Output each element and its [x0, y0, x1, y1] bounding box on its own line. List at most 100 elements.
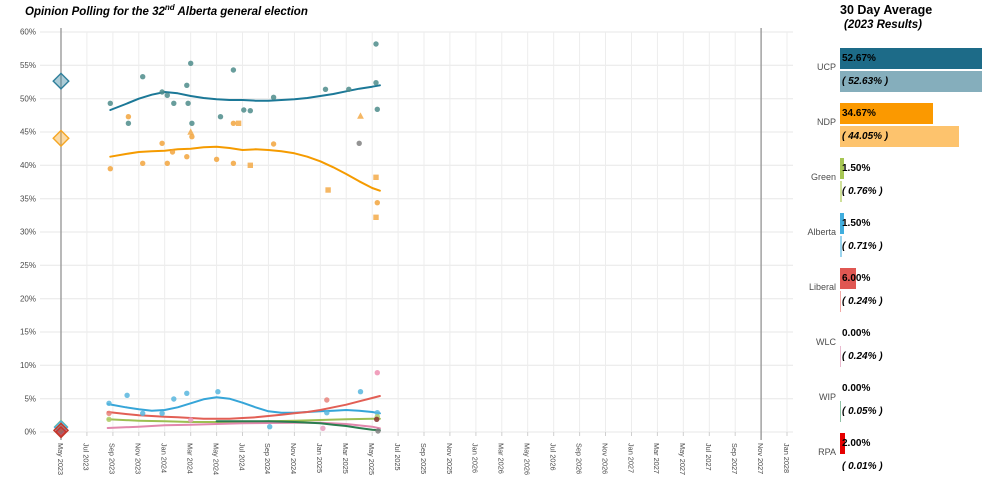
result-bar-line: ( 44.05% )	[840, 126, 1000, 147]
poll-point-other	[356, 140, 362, 146]
x-tick-label: Mar 2025	[341, 443, 350, 474]
poll-point-alberta	[357, 389, 364, 395]
poll-point-ucp	[322, 86, 329, 93]
avg-bar	[840, 103, 934, 124]
x-tick-label: Jan 2024	[160, 443, 169, 473]
title-superscript: nd	[164, 3, 175, 12]
party-row-liberal: Liberal 6.00% ( 0.24% )	[800, 268, 1000, 314]
x-tick-label: Nov 2027	[756, 443, 765, 474]
x-tick-label: Sep 2026	[574, 443, 583, 474]
party-average-panel: 30 Day Average (2023 Results) UCP 52.67% (…	[800, 0, 1000, 500]
poll-point-ucp	[184, 82, 190, 89]
party-row-ndp: NDP 34.67% ( 44.05% )	[800, 103, 1000, 149]
poll-point-ndp	[159, 140, 165, 146]
poll-point-ndp	[373, 214, 379, 220]
poll-point-other	[375, 428, 381, 434]
poll-point-ucp	[159, 89, 165, 95]
y-tick-label: 0%	[24, 428, 36, 437]
x-tick-label: Sep 2027	[730, 443, 739, 474]
y-tick-label: 55%	[20, 61, 36, 70]
avg-value: 34.67%	[842, 108, 876, 119]
panel-title: 30 Day Average	[840, 3, 933, 17]
x-tick-label: Nov 2024	[289, 443, 298, 474]
trend-line-wip	[215, 420, 381, 432]
party-label: RPA	[818, 447, 836, 457]
avg-bar-line: 34.67%	[840, 103, 1000, 124]
poll-point-liberal	[106, 410, 112, 416]
avg-value: 0.00%	[842, 328, 871, 339]
poll-point-ndp	[169, 149, 176, 155]
result-value: ( 0.71% )	[842, 241, 883, 252]
result-diamond-wlc	[55, 424, 67, 437]
y-tick-label: 15%	[20, 328, 36, 337]
poll-point-ndp	[325, 187, 331, 193]
poll-point-alberta	[171, 396, 177, 402]
poll-point-ucp	[188, 60, 194, 66]
x-tick-label: Jul 2025	[393, 443, 402, 471]
avg-bar	[840, 213, 844, 234]
poll-point-ndp	[270, 141, 277, 147]
avg-value: 0.00%	[842, 383, 871, 394]
poll-point-alberta	[267, 424, 273, 430]
poll-point-rpa	[374, 416, 380, 422]
x-tick-label: Mar 2027	[652, 443, 661, 474]
result-bar	[840, 291, 841, 312]
poll-point-ndp	[373, 174, 379, 180]
poll-point-ndp	[140, 160, 146, 166]
poll-point-ucp	[164, 92, 170, 99]
poll-point-ucp	[230, 67, 237, 73]
result-bar-line: ( 0.71% )	[840, 236, 1000, 257]
x-tick-label: Nov 2025	[445, 443, 454, 474]
poll-point-alberta	[184, 390, 190, 396]
poll-point-ucp	[247, 108, 253, 114]
poll-point-green	[106, 416, 112, 422]
avg-bar	[840, 48, 982, 69]
result-value: ( 0.76% )	[842, 186, 883, 197]
avg-bar-line: 1.50%	[840, 213, 1000, 234]
result-bar-line: ( 0.24% )	[840, 346, 1000, 367]
result-value: ( 0.24% )	[842, 351, 883, 362]
polling-chart: May 2023 Jul 2023 Sep 2023 Nov 2023 Jan 2024…	[20, 28, 793, 475]
poll-point-ndp	[357, 112, 364, 119]
party-row-wip: WIP 0.00% ( 0.05% )	[800, 378, 1000, 424]
poll-point-other	[374, 370, 380, 376]
poll-point-alberta	[140, 410, 146, 416]
poll-point-wlc	[188, 417, 194, 423]
poll-point-ucp	[140, 74, 146, 80]
trend-line-liberal	[106, 395, 381, 420]
result-bar	[840, 71, 982, 92]
poll-point-ndp	[235, 120, 242, 126]
party-label: Green	[810, 172, 836, 182]
avg-value: 6.00%	[842, 273, 871, 284]
avg-value: 52.67%	[842, 53, 876, 64]
result-bar	[840, 236, 842, 257]
poll-point-ucp	[217, 114, 224, 120]
result-value: ( 44.05% )	[842, 131, 889, 142]
y-tick-label: 60%	[20, 28, 36, 37]
y-tick-label: 25%	[20, 261, 36, 270]
poll-point-alberta	[124, 392, 130, 398]
x-tick-label: Jan 2027	[626, 443, 635, 473]
poll-point-alberta	[374, 410, 380, 416]
avg-bar-line: 52.67%	[840, 48, 1000, 69]
poll-point-ndp	[164, 160, 170, 166]
y-tick-label: 30%	[20, 228, 36, 237]
avg-bar-line: 6.00%	[840, 268, 1000, 289]
poll-point-ucp	[107, 100, 114, 107]
x-tick-label: May 2026	[523, 443, 532, 475]
x-tick-label: Jul 2024	[237, 443, 246, 471]
x-tick-label: May 2024	[211, 443, 220, 475]
result-bar	[840, 126, 959, 147]
poll-point-ucp	[125, 120, 132, 127]
avg-value: 1.50%	[842, 163, 871, 174]
poll-point-ucp	[373, 41, 379, 47]
avg-bar-line: 0.00%	[840, 323, 1000, 344]
poll-point-ndp	[107, 166, 114, 172]
party-label: UCP	[816, 62, 836, 72]
poll-point-ndp	[184, 154, 190, 160]
poll-point-ucp	[185, 100, 191, 107]
party-label: WIP	[819, 392, 836, 402]
poll-point-ndp	[374, 200, 380, 206]
polling-chart-area: Opinion Polling for the 32nd Alberta gen…	[20, 3, 793, 475]
